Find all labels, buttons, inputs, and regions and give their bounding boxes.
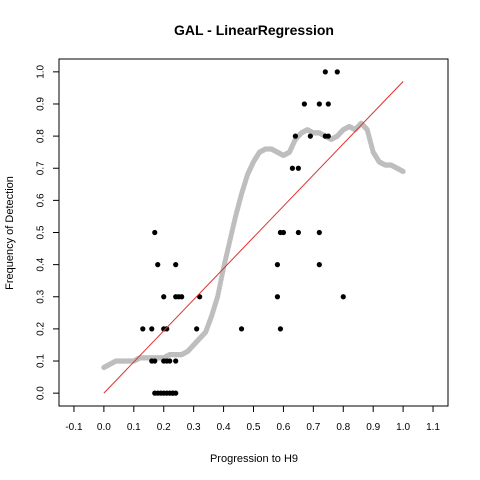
data-point [295,229,301,236]
data-point [155,262,161,268]
data-point [316,229,322,236]
x-tick-label: 1.1 [426,422,440,433]
data-point [194,326,200,332]
x-axis-label: Progression to H9 [210,453,298,465]
y-tick-label: 0.3 [36,289,47,303]
x-tick-label: 1.0 [396,422,410,433]
plot-frame [58,58,449,407]
observed-points [140,69,346,396]
curve-point [400,168,406,175]
data-point [277,326,284,332]
data-point [140,326,146,332]
x-tick-label: 0.0 [97,422,111,433]
y-tick-label: 0.2 [36,322,47,336]
y-tick-label: 0.1 [36,354,47,368]
data-point [173,262,179,268]
y-tick-label: 1.0 [36,64,47,78]
x-axis: -0.1 0.0 0.1 0.2 0.3 0.4 0.5 0.6 0.7 0.8 0.9 1.0 1.1 [65,406,440,433]
regression-line [103,81,404,394]
data-point [238,326,245,332]
data-point [301,101,307,107]
data-point [340,294,346,300]
y-tick-label: 0.9 [36,97,47,111]
data-point [325,101,331,107]
y-tick-label: 0.4 [36,257,47,271]
data-point [152,358,158,364]
data-point [173,358,179,364]
x-tick-label: 0.9 [366,422,380,433]
x-tick-label: 0.7 [306,422,320,433]
data-point [334,69,340,75]
x-tick-label: -0.1 [65,422,83,433]
data-point [316,262,322,268]
chart-title: GAL - LinearRegression [174,22,334,38]
data-point [161,294,167,300]
data-point [167,358,173,364]
x-tick-label: 0.1 [127,422,141,433]
y-axis: 0.0 0.1 0.2 0.3 0.4 0.5 0.6 0.7 0.8 0.9 1.0 [36,64,59,400]
y-tick-label: 0.5 [36,225,47,239]
x-tick-label: 0.5 [247,422,261,433]
data-point [295,165,301,171]
data-point [161,358,167,364]
data-point [292,133,298,139]
plot-area [101,69,406,396]
data-point [307,133,313,139]
x-tick-label: 0.8 [336,422,350,433]
data-point [316,101,322,107]
y-tick-label: 0.6 [36,193,47,207]
data-point [274,294,281,300]
data-point [322,69,328,75]
data-point [274,262,281,268]
x-tick-label: 0.6 [276,422,290,433]
data-point [280,229,287,236]
y-axis-label: Frequency of Detection [4,176,16,290]
smoothed-curve [101,120,406,371]
y-tick-label: 0.0 [36,386,47,400]
data-point [152,229,158,236]
data-point [289,165,295,171]
x-tick-label: 0.3 [187,422,201,433]
x-tick-label: 0.2 [157,422,171,433]
data-point [164,326,170,332]
y-tick-label: 0.8 [36,129,47,143]
data-point [173,390,179,396]
y-tick-label: 0.7 [36,161,47,175]
data-point [149,326,155,332]
data-point [179,294,185,300]
data-point [325,133,331,139]
x-tick-label: 0.4 [217,422,231,433]
